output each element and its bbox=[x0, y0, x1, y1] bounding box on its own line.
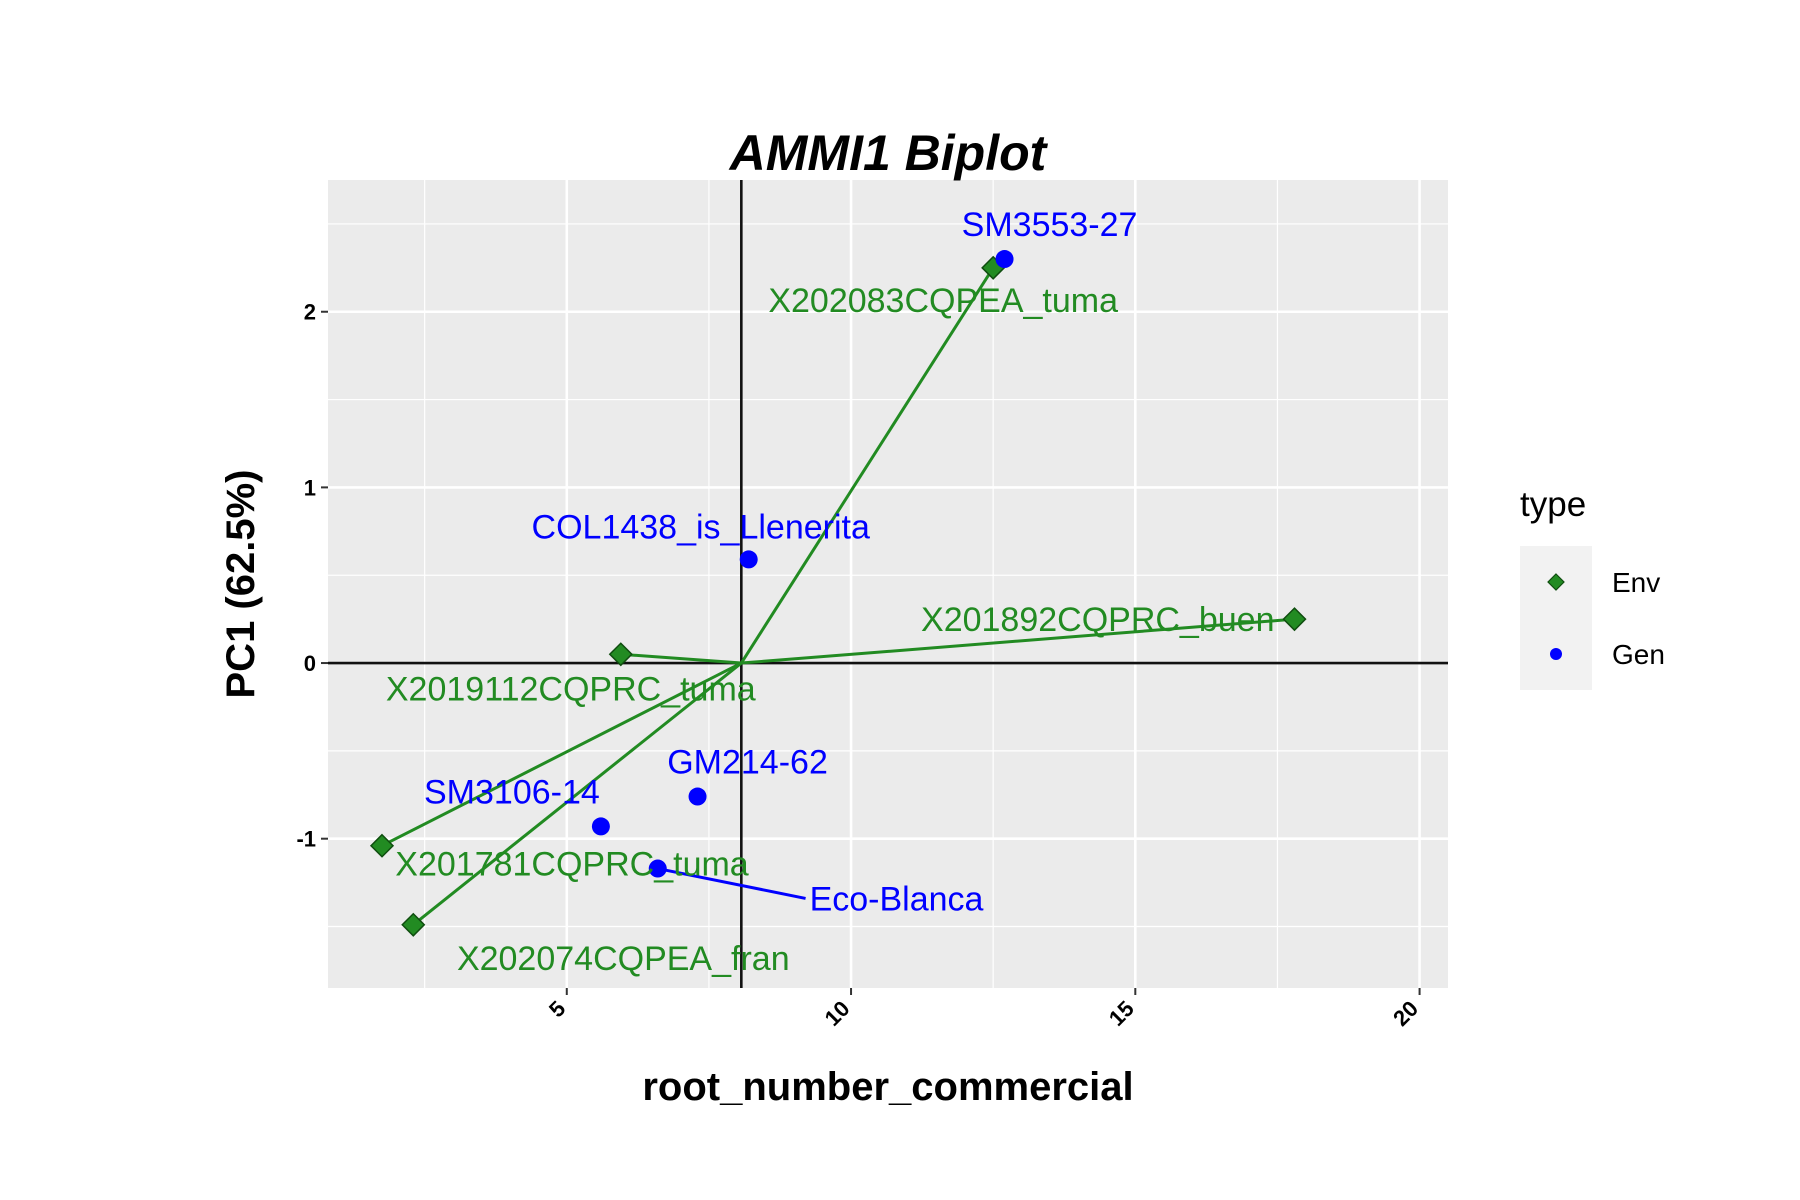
env-label: X202074CQPEA_fran bbox=[457, 940, 790, 978]
legend: type Env Gen bbox=[1520, 485, 1665, 690]
y-tick-label: 1 bbox=[304, 475, 316, 500]
gen-point bbox=[739, 550, 758, 569]
legend-env-diamond-icon bbox=[1547, 573, 1565, 591]
y-tick-label: 2 bbox=[304, 300, 316, 325]
env-vector bbox=[620, 652, 742, 665]
x-tick-label: 5 bbox=[544, 996, 570, 1022]
x-tick-label: 10 bbox=[820, 996, 855, 1031]
legend-label-gen: Gen bbox=[1612, 639, 1665, 670]
y-axis-title: PC1 (62.5%) bbox=[219, 470, 263, 699]
gen-point bbox=[591, 817, 610, 836]
env-point bbox=[369, 833, 395, 858]
origin-reference-lines bbox=[328, 180, 1448, 988]
env-point bbox=[608, 642, 633, 667]
y-tick-label: -1 bbox=[296, 827, 316, 852]
x-axis-ticks: 5 10 15 20 bbox=[544, 988, 1423, 1031]
gen-point bbox=[688, 787, 707, 806]
x-axis-title: root_number_commercial bbox=[642, 1065, 1133, 1109]
x-tick-label: 15 bbox=[1104, 996, 1139, 1031]
legend-key-background bbox=[1520, 546, 1592, 690]
legend-label-env: Env bbox=[1612, 567, 1660, 598]
env-vector bbox=[381, 661, 742, 848]
env-label: X201781CQPRC_tuma bbox=[395, 846, 749, 884]
eco-blanca-leader-line bbox=[657, 867, 806, 900]
plot-panel bbox=[328, 180, 1448, 988]
gen-point bbox=[995, 250, 1014, 269]
gen-label: SM3106-14 bbox=[424, 773, 600, 811]
y-axis-ticks: -1 0 1 2 bbox=[296, 300, 328, 852]
legend-keys bbox=[1547, 573, 1565, 660]
point-labels: X202083CQPEA_tuma X201892CQPRC_buen X20191… bbox=[386, 206, 1275, 978]
chart-title: AMMI1 Biplot bbox=[728, 125, 1049, 181]
y-tick-label: 0 bbox=[304, 651, 316, 676]
gen-point bbox=[648, 859, 667, 878]
gen-label: SM3553-27 bbox=[962, 206, 1138, 244]
env-label: X2019112CQPRC_tuma bbox=[386, 670, 756, 708]
env-vector bbox=[412, 661, 743, 926]
vector-segments bbox=[381, 267, 1295, 926]
env-point bbox=[1282, 607, 1307, 632]
env-label: X202083CQPEA_tuma bbox=[768, 282, 1118, 320]
env-label: X201892CQPRC_buen bbox=[921, 601, 1274, 639]
env-point bbox=[401, 912, 426, 937]
env-vector bbox=[741, 617, 1295, 665]
gen-label: GM214-62 bbox=[667, 744, 828, 782]
env-vector bbox=[740, 267, 995, 664]
grid-minor bbox=[328, 180, 1448, 988]
legend-title: type bbox=[1520, 485, 1586, 524]
legend-gen-circle-icon bbox=[1550, 648, 1562, 660]
data-points bbox=[369, 250, 1307, 937]
gen-label: COL1438_is_Llenerita bbox=[532, 508, 870, 546]
gen-label: Eco-Blanca bbox=[810, 880, 984, 918]
x-tick-label: 20 bbox=[1388, 996, 1423, 1031]
